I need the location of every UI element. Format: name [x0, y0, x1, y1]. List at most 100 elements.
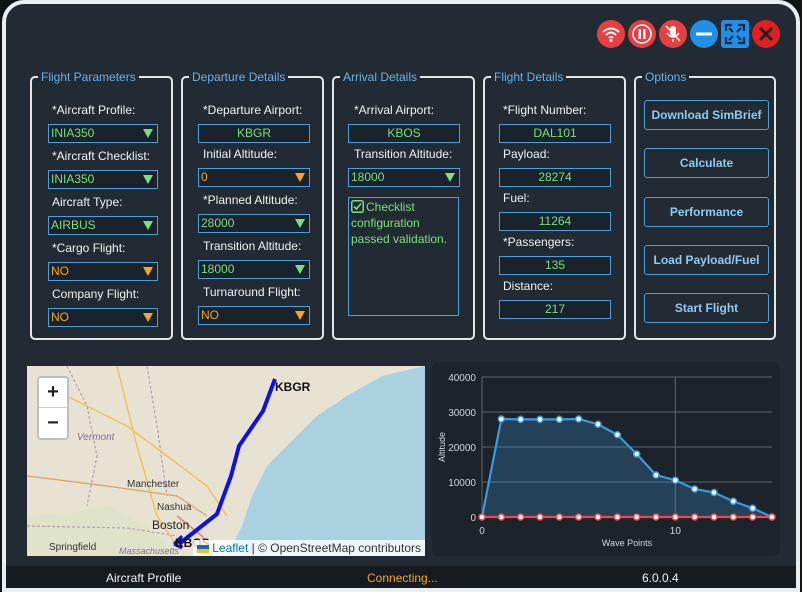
arrival-airport-label: *Arrival Airport: — [354, 103, 435, 117]
dropdown-arrow-icon — [445, 173, 455, 182]
validation-message-box: Checklist configuration passed validatio… — [348, 197, 459, 316]
place-label: Manchester — [127, 479, 180, 490]
data-point — [690, 513, 699, 521]
start-flight-button[interactable]: Start Flight — [644, 293, 769, 323]
passengers-label: *Passengers: — [503, 235, 575, 249]
aircraft-checklist-label: *Aircraft Checklist: — [52, 149, 151, 163]
series-line — [480, 417, 773, 519]
turnaround-flight-label: Turnaround Flight: — [203, 285, 301, 299]
data-point — [729, 497, 738, 505]
route-map[interactable]: KBGR KBOS Vermont Manchester Nashua Bost… — [27, 366, 425, 556]
altitude-chart-svg: 0 10000 20000 30000 40000 0 10 Wave Points Altit… — [437, 373, 776, 548]
pause-icon[interactable] — [628, 20, 656, 48]
arrival-airport-input[interactable]: KBOS — [348, 124, 460, 143]
payload-input[interactable]: 28274 — [499, 168, 611, 187]
cargo-flight-select[interactable]: NO — [48, 262, 158, 281]
dropdown-arrow-icon — [295, 265, 305, 274]
x-tick-label: 10 — [670, 526, 682, 537]
data-point — [710, 513, 718, 521]
data-point — [768, 513, 776, 521]
place-label: Springfield — [49, 542, 97, 553]
map-attribution: Leaflet | © OpenStreetMap contributors — [192, 540, 425, 556]
planned-altitude-label: *Planned Altitude: — [203, 193, 298, 207]
data-point — [632, 513, 641, 521]
fuel-input[interactable]: 11264 — [499, 212, 611, 231]
data-point — [652, 513, 660, 521]
performance-button[interactable]: Performance — [644, 197, 769, 227]
series-area — [482, 419, 772, 517]
turnaround-flight-select[interactable]: NO — [198, 306, 310, 325]
ukraine-flag-icon — [196, 545, 209, 553]
panel-title: Flight Details — [491, 70, 567, 84]
calculate-button[interactable]: Calculate — [644, 148, 769, 178]
y-tick-label: 10000 — [448, 478, 476, 489]
origin-label: KBGR — [275, 380, 311, 394]
data-point — [555, 415, 564, 424]
fullscreen-icon[interactable] — [721, 20, 749, 48]
initial-altitude-select[interactable]: 0 — [198, 168, 310, 187]
zoom-in-button[interactable]: + — [39, 378, 67, 408]
dropdown-arrow-icon — [295, 311, 305, 320]
place-label: Vermont — [77, 432, 115, 443]
load-payload-fuel-button[interactable]: Load Payload/Fuel — [644, 245, 769, 275]
options-panel: Options Download SimBrief Calculate Perf… — [634, 70, 776, 340]
distance-label: Distance: — [503, 279, 554, 293]
aircraft-profile-select[interactable]: INIA350 — [48, 124, 158, 143]
place-label: Massachusetts — [119, 546, 180, 556]
passengers-input[interactable]: 135 — [499, 256, 611, 275]
data-point — [516, 415, 525, 424]
check-icon — [351, 200, 364, 213]
departure-details-panel: Departure Details *Departure Airport: KB… — [181, 70, 324, 340]
flight-route — [172, 378, 277, 550]
dropdown-arrow-icon — [295, 219, 305, 228]
flight-number-input[interactable]: DAL101 — [499, 124, 611, 143]
panel-title: Arrival Details — [340, 70, 421, 84]
wifi-icon[interactable] — [597, 20, 625, 48]
data-point — [536, 513, 544, 521]
zoom-control: + − — [37, 376, 69, 440]
status-profile-text: Aircraft Profile — [106, 571, 182, 585]
arrival-details-panel: Arrival Details *Arrival Airport: KBOS T… — [332, 70, 475, 340]
aircraft-profile-label: *Aircraft Profile: — [52, 103, 136, 117]
y-tick-label: 0 — [470, 513, 476, 524]
download-simbrief-button[interactable]: Download SimBrief — [644, 100, 769, 130]
departure-transition-altitude-select[interactable]: 18000 — [198, 260, 310, 279]
data-point — [478, 513, 486, 521]
data-point — [594, 420, 602, 428]
aircraft-type-select[interactable]: AIRBUS — [48, 216, 158, 235]
departure-airport-input[interactable]: KBGR — [198, 124, 310, 143]
data-point — [516, 513, 525, 521]
microphone-muted-icon[interactable] — [659, 20, 687, 48]
y-tick-label: 30000 — [448, 408, 476, 419]
y-axis-label: Altitude — [437, 432, 447, 462]
minimize-icon[interactable] — [690, 20, 718, 48]
close-icon[interactable] — [752, 20, 780, 48]
dropdown-arrow-icon — [143, 175, 153, 184]
data-point — [671, 513, 680, 521]
planned-altitude-select[interactable]: 28000 — [198, 214, 310, 233]
aircraft-type-label: Aircraft Type: — [52, 195, 123, 209]
data-point — [748, 504, 757, 512]
map-tiles — [27, 366, 425, 556]
data-point — [613, 513, 622, 521]
arrival-transition-altitude-label: Transition Altitude: — [354, 147, 453, 161]
data-point — [574, 513, 583, 521]
osm-attribution-text: | © OpenStreetMap contributors — [248, 541, 421, 555]
data-point — [652, 471, 660, 479]
data-point — [710, 488, 718, 497]
data-point — [594, 513, 602, 521]
dropdown-arrow-icon — [143, 313, 153, 322]
initial-altitude-label: Initial Altitude: — [203, 147, 278, 161]
company-flight-select[interactable]: NO — [48, 308, 158, 327]
panel-title: Departure Details — [189, 70, 289, 84]
departure-airport-label: *Departure Airport: — [203, 103, 303, 117]
arrival-transition-altitude-select[interactable]: 18000 — [348, 168, 460, 187]
aircraft-checklist-select[interactable]: INIA350 — [48, 170, 158, 189]
zoom-out-button[interactable]: − — [47, 411, 59, 434]
distance-input[interactable]: 217 — [499, 300, 611, 319]
window-controls — [597, 20, 780, 48]
flight-number-label: *Flight Number: — [503, 103, 587, 117]
leaflet-link[interactable]: Leaflet — [212, 541, 249, 555]
data-point — [690, 485, 699, 493]
